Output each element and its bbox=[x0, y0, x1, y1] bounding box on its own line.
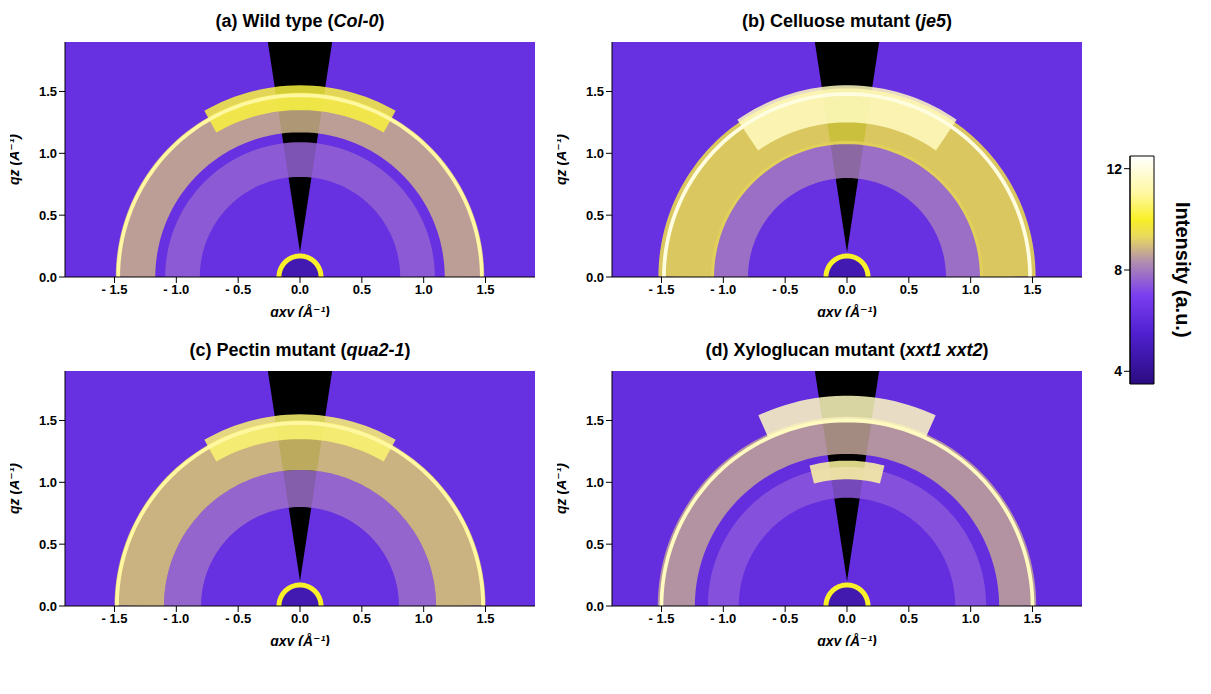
svg-text:qxy (Å⁻¹): qxy (Å⁻¹) bbox=[817, 304, 877, 317]
svg-text:qxy (Å⁻¹): qxy (Å⁻¹) bbox=[270, 304, 330, 317]
svg-text:- 0.5: - 0.5 bbox=[225, 611, 251, 626]
svg-text:0.5: 0.5 bbox=[586, 208, 604, 223]
svg-text:0.0: 0.0 bbox=[838, 282, 856, 297]
html-text:Intensity (a.u.): Intensity (a.u.) bbox=[1172, 202, 1194, 338]
svg-text:qz (Å⁻¹): qz (Å⁻¹) bbox=[557, 463, 569, 514]
svg-text:1.5: 1.5 bbox=[1023, 282, 1041, 297]
svg-text:qxy (Å⁻¹): qxy (Å⁻¹) bbox=[270, 633, 330, 646]
svg-text:12: 12 bbox=[1106, 161, 1122, 177]
svg-text:1.5: 1.5 bbox=[476, 611, 494, 626]
svg-text:1.0: 1.0 bbox=[39, 146, 57, 161]
svg-text:0.0: 0.0 bbox=[838, 611, 856, 626]
html-text:(c) Pectin mutant (qua2-1): (c) Pectin mutant (qua2-1) bbox=[189, 340, 411, 360]
svg-text:1.0: 1.0 bbox=[39, 475, 57, 490]
svg-text:0.5: 0.5 bbox=[900, 282, 918, 297]
svg-text:0.5: 0.5 bbox=[586, 537, 604, 552]
svg-text:1.5: 1.5 bbox=[586, 413, 604, 428]
svg-text:1.0: 1.0 bbox=[415, 611, 433, 626]
svg-text:0.5: 0.5 bbox=[900, 611, 918, 626]
svg-text:0.5: 0.5 bbox=[39, 208, 57, 223]
svg-text:qz (Å⁻¹): qz (Å⁻¹) bbox=[557, 134, 569, 185]
svg-text:8: 8 bbox=[1114, 262, 1122, 278]
svg-text:- 0.5: - 0.5 bbox=[772, 611, 798, 626]
svg-text:qz (Å⁻¹): qz (Å⁻¹) bbox=[10, 463, 22, 514]
svg-text:1.0: 1.0 bbox=[962, 282, 980, 297]
svg-text:0.0: 0.0 bbox=[39, 270, 57, 285]
svg-text:0.0: 0.0 bbox=[291, 282, 309, 297]
svg-text:1.0: 1.0 bbox=[962, 611, 980, 626]
svg-text:1.5: 1.5 bbox=[39, 413, 57, 428]
svg-text:1.5: 1.5 bbox=[1023, 611, 1041, 626]
svg-text:1.5: 1.5 bbox=[586, 84, 604, 99]
svg-text:0.0: 0.0 bbox=[586, 270, 604, 285]
svg-text:1.0: 1.0 bbox=[586, 146, 604, 161]
svg-text:0.0: 0.0 bbox=[291, 611, 309, 626]
svg-text:0.5: 0.5 bbox=[353, 282, 371, 297]
html-text:(b) Celluose mutant (je5): (b) Celluose mutant (je5) bbox=[742, 11, 952, 31]
svg-text:1.5: 1.5 bbox=[39, 84, 57, 99]
svg-text:- 1.5: - 1.5 bbox=[648, 282, 674, 297]
svg-text:4: 4 bbox=[1114, 363, 1122, 379]
svg-text:- 1.5: - 1.5 bbox=[648, 611, 674, 626]
svg-text:- 1.5: - 1.5 bbox=[101, 611, 127, 626]
html-text:(a) Wild type (Col-0): (a) Wild type (Col-0) bbox=[215, 11, 385, 31]
svg-text:- 0.5: - 0.5 bbox=[225, 282, 251, 297]
svg-text:qxy (Å⁻¹): qxy (Å⁻¹) bbox=[817, 633, 877, 646]
svg-text:- 1.5: - 1.5 bbox=[101, 282, 127, 297]
svg-text:qz (Å⁻¹): qz (Å⁻¹) bbox=[10, 134, 22, 185]
svg-text:- 1.0: - 1.0 bbox=[710, 611, 736, 626]
html-text:(d) Xyloglucan mutant (xxt1 xx: (d) Xyloglucan mutant (xxt1 xxt2) bbox=[705, 340, 989, 360]
svg-text:1.5: 1.5 bbox=[476, 282, 494, 297]
svg-text:- 1.0: - 1.0 bbox=[163, 282, 189, 297]
svg-text:0.5: 0.5 bbox=[353, 611, 371, 626]
svg-text:0.0: 0.0 bbox=[39, 599, 57, 614]
svg-text:- 1.0: - 1.0 bbox=[710, 282, 736, 297]
svg-text:0.0: 0.0 bbox=[586, 599, 604, 614]
svg-text:1.0: 1.0 bbox=[586, 475, 604, 490]
svg-text:- 0.5: - 0.5 bbox=[772, 282, 798, 297]
svg-text:- 1.0: - 1.0 bbox=[163, 611, 189, 626]
svg-text:0.5: 0.5 bbox=[39, 537, 57, 552]
svg-text:1.0: 1.0 bbox=[415, 282, 433, 297]
